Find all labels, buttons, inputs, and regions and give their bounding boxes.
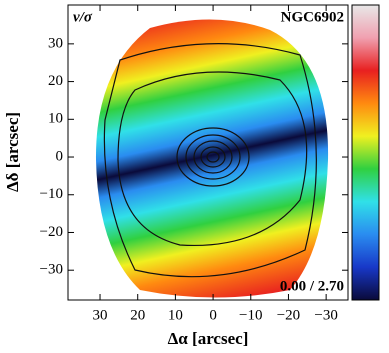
colorbar bbox=[351, 4, 380, 301]
x-axis-label: Δα [arcsec] bbox=[168, 329, 249, 348]
x-tick-label: 20 bbox=[130, 307, 145, 323]
x-tick-label: 10 bbox=[168, 307, 183, 323]
y-tick-label: 30 bbox=[48, 35, 63, 51]
chart-title: NGC6902 bbox=[281, 9, 344, 25]
y-tick-label: 20 bbox=[48, 73, 63, 89]
x-tick-label: −10 bbox=[239, 307, 262, 323]
y-tick-label: −20 bbox=[40, 224, 63, 240]
contours bbox=[103, 43, 317, 278]
x-tick-label: −30 bbox=[314, 307, 337, 323]
y-tick-label: 10 bbox=[48, 111, 63, 127]
y-axis-label: Δδ [arcsec] bbox=[3, 112, 22, 192]
quantity-label: v/σ bbox=[73, 9, 93, 25]
y-tick-label: −30 bbox=[40, 262, 63, 278]
x-tick-label: 0 bbox=[209, 307, 217, 323]
colorbar-range: 0.00 / 2.70 bbox=[280, 278, 344, 294]
x-tick-label: −20 bbox=[277, 307, 300, 323]
y-tick-label: −10 bbox=[40, 186, 63, 202]
velocity-map bbox=[95, 19, 329, 298]
x-tick-label: 30 bbox=[93, 307, 108, 323]
plot-frame bbox=[67, 4, 349, 301]
y-tick-label: 0 bbox=[56, 148, 64, 164]
